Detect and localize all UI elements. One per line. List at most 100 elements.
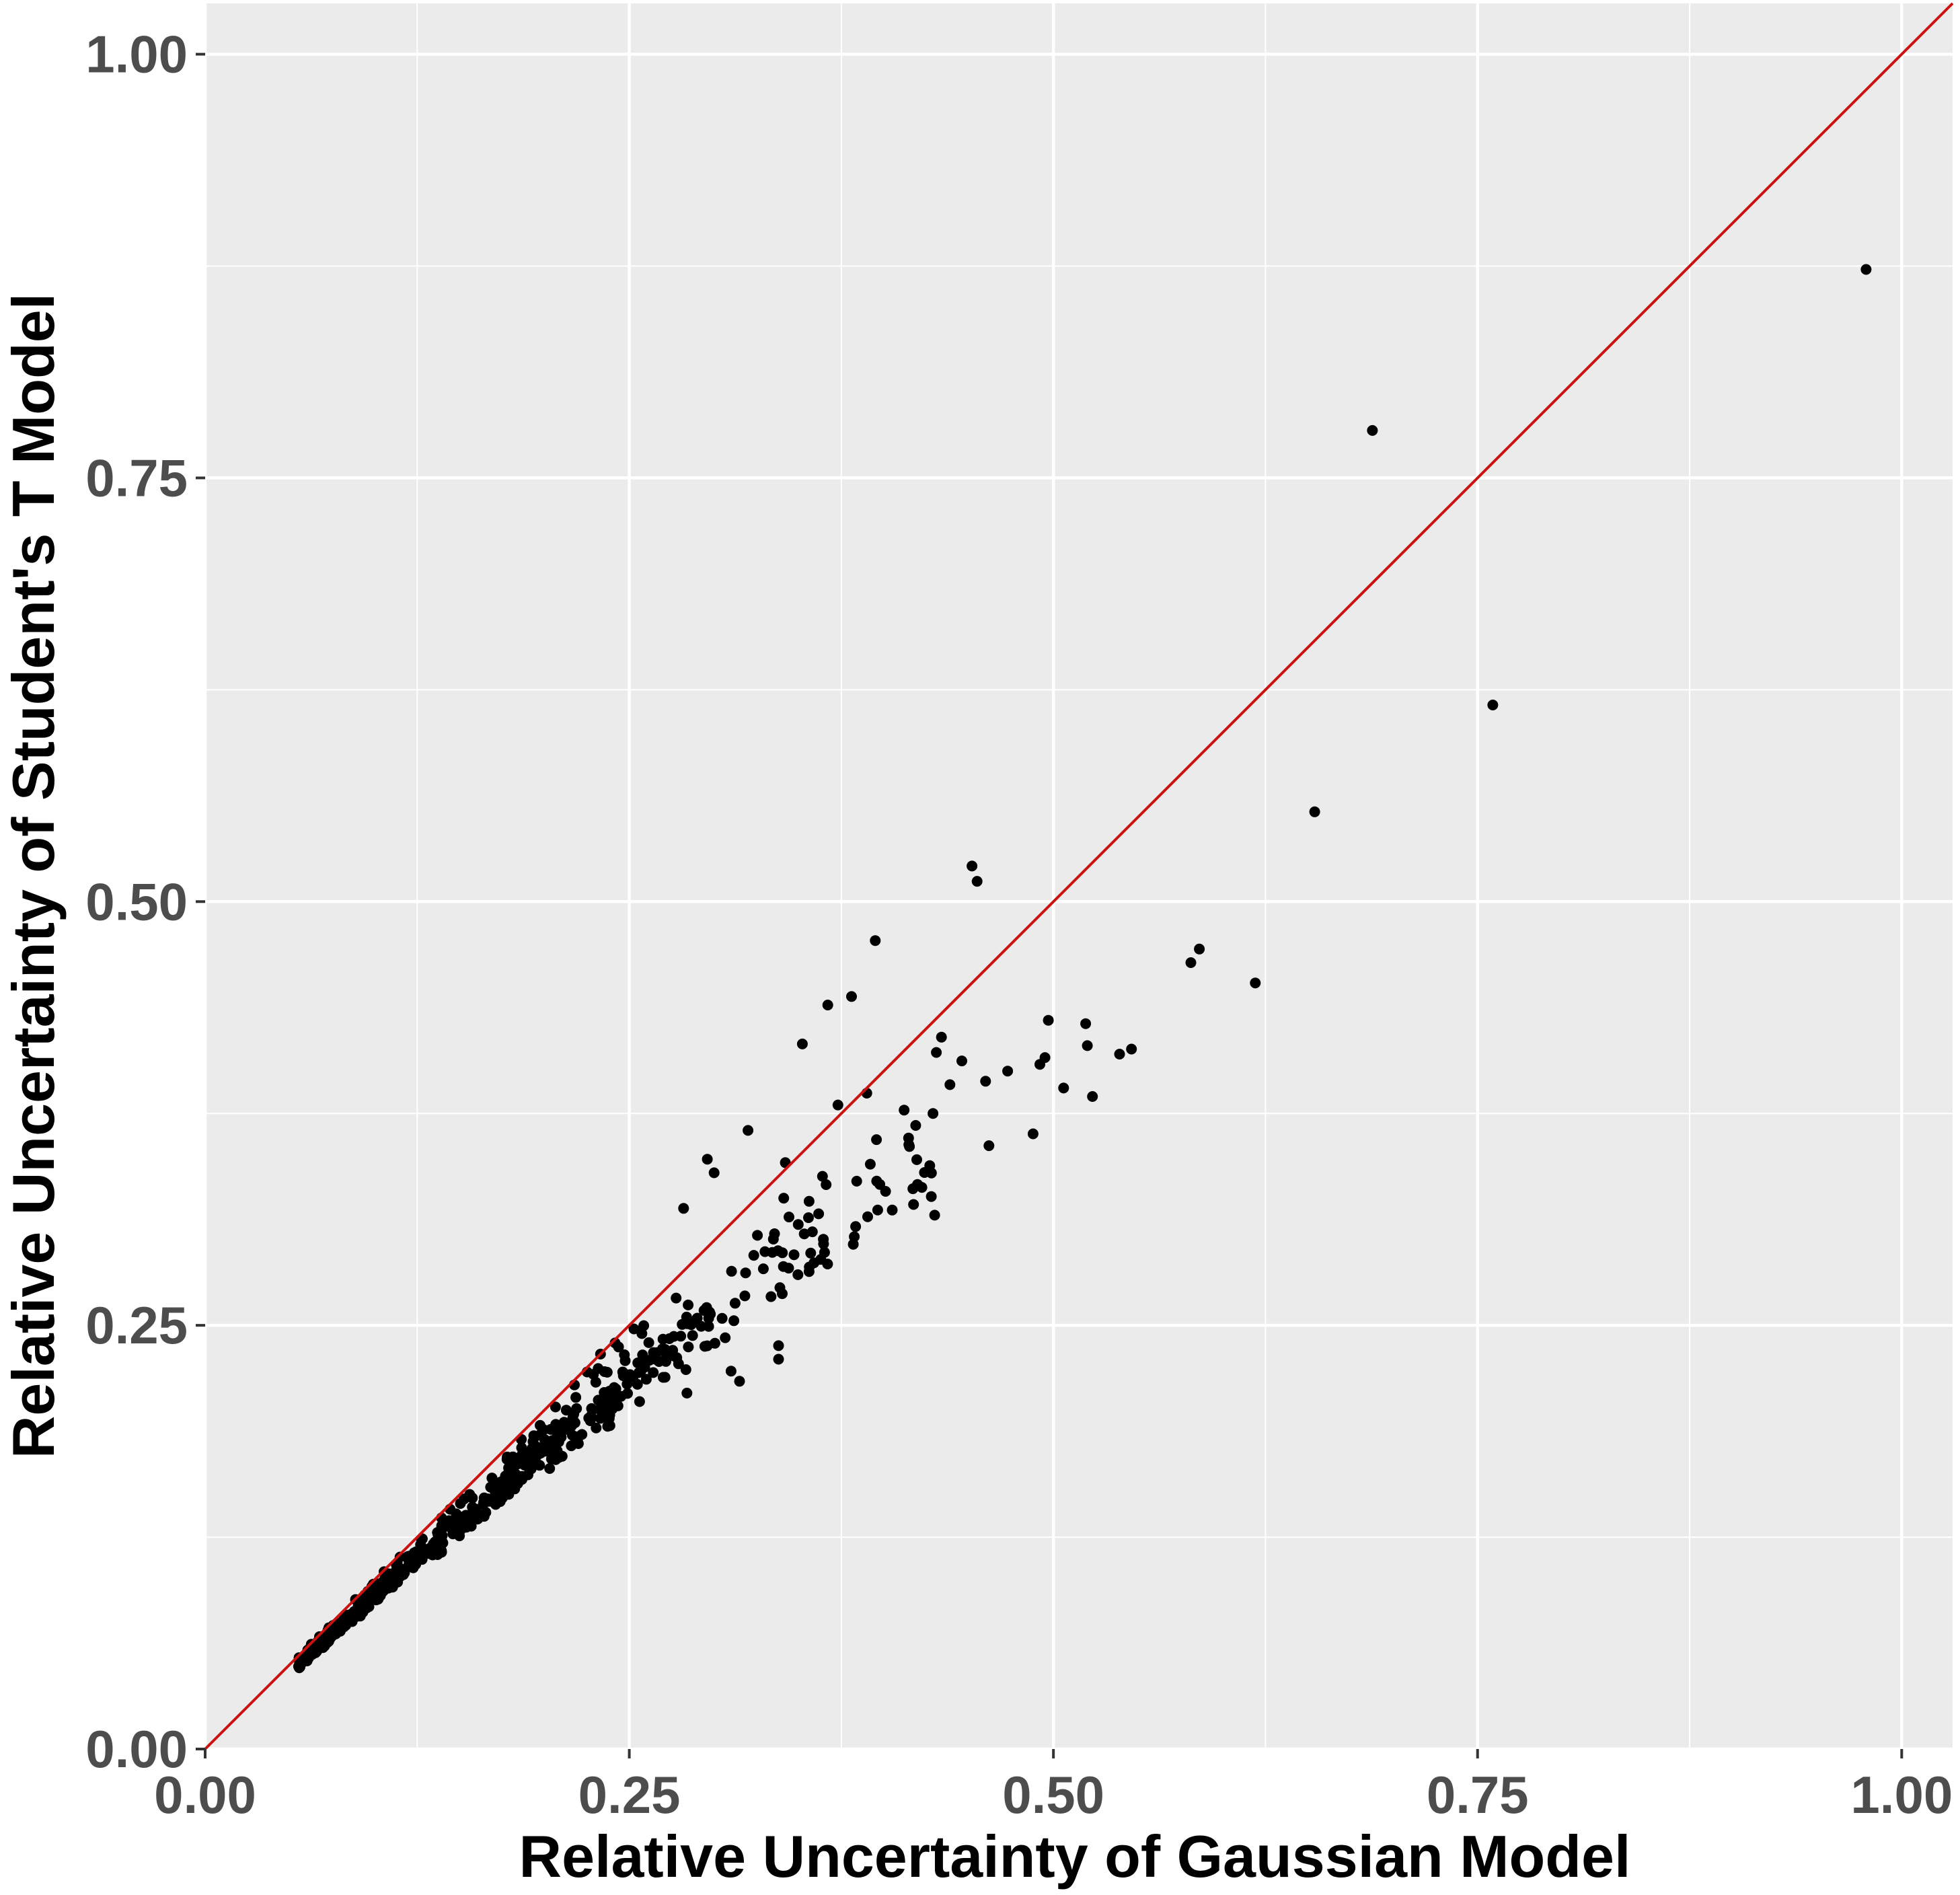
- data-point: [784, 1212, 794, 1223]
- data-point: [661, 1355, 671, 1367]
- data-point: [928, 1108, 939, 1119]
- data-point: [570, 1392, 582, 1403]
- data-point: [678, 1203, 689, 1214]
- scatter-points: [293, 264, 1872, 1674]
- data-point: [1058, 1082, 1069, 1094]
- data-point: [752, 1230, 763, 1241]
- data-point: [871, 1134, 882, 1146]
- data-point: [673, 1358, 684, 1370]
- data-point: [378, 1583, 389, 1594]
- data-point: [591, 1422, 602, 1434]
- data-point: [529, 1431, 541, 1442]
- y-axis-title: Relative Uncertainty of Student's T Mode…: [0, 293, 67, 1458]
- data-point: [703, 1321, 714, 1332]
- data-point: [648, 1367, 659, 1378]
- data-point: [813, 1208, 825, 1220]
- major-gridlines: [203, 3, 1953, 1751]
- data-point: [651, 1347, 663, 1358]
- data-point: [586, 1403, 597, 1414]
- data-point: [585, 1415, 596, 1426]
- data-point: [451, 1508, 462, 1520]
- data-point: [726, 1265, 737, 1277]
- data-point: [720, 1332, 731, 1343]
- data-point: [595, 1413, 606, 1424]
- data-point: [846, 991, 857, 1002]
- data-point: [908, 1199, 919, 1210]
- x-tick-label: 1.00: [1850, 1765, 1953, 1824]
- data-point: [677, 1318, 688, 1330]
- data-point: [765, 1291, 777, 1302]
- data-point: [849, 1231, 860, 1242]
- data-point: [734, 1376, 745, 1387]
- data-point: [931, 1047, 942, 1058]
- y-tick-label: 0.00: [85, 1719, 188, 1779]
- data-point: [683, 1299, 694, 1310]
- data-point: [956, 1055, 967, 1067]
- data-point: [1027, 1128, 1039, 1140]
- data-point: [832, 1099, 843, 1111]
- data-point: [944, 1079, 956, 1090]
- data-point: [792, 1269, 804, 1280]
- data-point: [773, 1340, 784, 1351]
- data-point: [773, 1353, 784, 1365]
- y-tick-label: 1.00: [85, 25, 188, 84]
- y-tick-label: 0.25: [85, 1296, 188, 1355]
- data-point: [862, 1211, 873, 1222]
- data-point: [887, 1204, 898, 1216]
- data-point: [702, 1154, 713, 1165]
- data-point: [500, 1471, 511, 1482]
- data-point: [516, 1442, 527, 1454]
- data-point: [680, 1364, 691, 1375]
- data-point: [1194, 943, 1205, 955]
- data-point: [725, 1366, 737, 1377]
- data-point: [1860, 264, 1872, 275]
- data-point: [788, 1249, 800, 1261]
- data-point: [496, 1480, 507, 1491]
- data-point: [675, 1331, 687, 1342]
- data-point: [539, 1434, 550, 1445]
- data-point: [687, 1330, 698, 1341]
- data-point: [872, 1204, 883, 1216]
- data-point: [743, 1125, 754, 1136]
- data-point: [903, 1139, 915, 1150]
- data-point: [657, 1372, 669, 1383]
- data-point: [622, 1388, 633, 1399]
- data-point: [778, 1193, 790, 1204]
- y-tick-label: 0.75: [85, 448, 188, 507]
- data-point: [570, 1432, 582, 1443]
- data-point: [850, 1221, 862, 1232]
- minor-gridlines: [205, 3, 1953, 1749]
- x-tick-label: 0.25: [578, 1765, 681, 1824]
- x-tick-label: 0.50: [1002, 1765, 1104, 1824]
- data-point: [774, 1282, 786, 1294]
- data-point: [912, 1179, 924, 1190]
- data-point: [792, 1219, 804, 1230]
- x-axis-ticks: 0.00 0.25 0.50 0.75 1.00: [154, 1749, 1953, 1824]
- data-point: [568, 1409, 580, 1419]
- data-point: [864, 1158, 876, 1170]
- data-point: [926, 1191, 937, 1202]
- data-point: [851, 1175, 862, 1187]
- data-point: [410, 1559, 422, 1570]
- x-axis-title: Relative Uncertainty of Gaussian Model: [519, 1823, 1631, 1890]
- data-point: [1002, 1066, 1014, 1077]
- data-point: [550, 1424, 562, 1436]
- data-point: [701, 1302, 712, 1313]
- data-point: [821, 1179, 832, 1190]
- data-point: [1043, 1014, 1054, 1026]
- data-point: [373, 1594, 384, 1605]
- data-point: [728, 1315, 740, 1327]
- data-point: [695, 1321, 707, 1332]
- data-point: [1309, 806, 1320, 817]
- data-point: [911, 1154, 922, 1165]
- data-point: [640, 1374, 652, 1385]
- data-point: [601, 1366, 613, 1378]
- data-point: [716, 1312, 728, 1324]
- data-point: [558, 1417, 570, 1428]
- data-point: [783, 1263, 794, 1274]
- data-point: [729, 1298, 741, 1309]
- data-point: [967, 860, 978, 872]
- data-point: [870, 935, 881, 946]
- data-point: [1126, 1043, 1137, 1055]
- data-point: [983, 1140, 995, 1152]
